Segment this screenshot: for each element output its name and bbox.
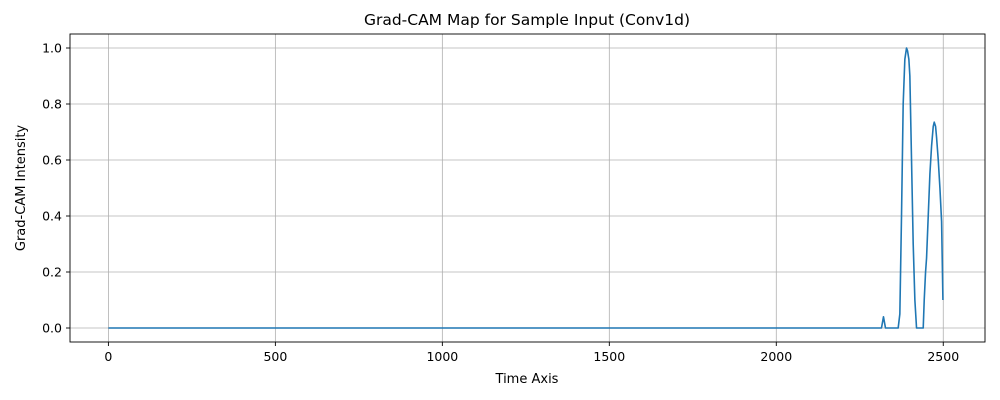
y-tick-label: 0.4: [42, 209, 62, 224]
plot-area: [108, 47, 944, 329]
y-tick-label: 0.2: [42, 265, 62, 280]
series-line: [108, 47, 944, 329]
x-tick-label: 1500: [593, 349, 625, 364]
axes-frame: [69, 33, 986, 343]
y-tick-label: 0.0: [42, 321, 62, 336]
y-tick-label: 0.8: [42, 97, 62, 112]
x-tick-label: 1000: [426, 349, 458, 364]
x-axis: 0 500 1000 1500 2000 2500: [104, 342, 959, 364]
grid: [70, 34, 985, 342]
chart-title: Grad-CAM Map for Sample Input (Conv1d): [364, 11, 690, 29]
y-tick-label: 1.0: [42, 41, 62, 56]
x-axis-label: Time Axis: [495, 372, 559, 387]
x-tick-label: 2500: [927, 349, 959, 364]
y-axis: 0.0 0.2 0.4 0.6 0.8 1.0: [42, 41, 70, 336]
x-tick-label: 2000: [760, 349, 792, 364]
y-axis-label: Grad-CAM Intensity: [14, 125, 29, 252]
x-tick-label: 500: [263, 349, 287, 364]
x-tick-label: 0: [104, 349, 112, 364]
y-tick-label: 0.6: [42, 153, 62, 168]
